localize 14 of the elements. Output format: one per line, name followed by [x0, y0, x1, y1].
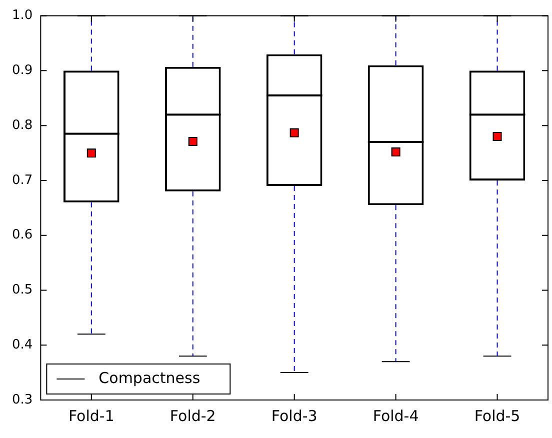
- x-tick-label: Fold-1: [68, 406, 114, 425]
- y-tick-label: 0.6: [12, 228, 33, 243]
- y-tick-label: 0.8: [12, 118, 33, 133]
- y-tick-label: 0.9: [12, 63, 33, 78]
- x-tick-label: Fold-5: [474, 406, 520, 425]
- x-tick-label: Fold-4: [372, 406, 419, 425]
- y-tick-label: 1.0: [12, 8, 33, 24]
- y-tick-label: 0.3: [12, 392, 33, 408]
- x-tick-label: Fold-2: [170, 406, 216, 425]
- x-tick-label: Fold-3: [271, 406, 318, 425]
- y-tick-label: 0.7: [12, 172, 33, 188]
- y-tick-label: 0.5: [12, 282, 33, 298]
- legend-label: Compactness: [98, 368, 200, 387]
- y-tick-label: 0.4: [12, 337, 33, 352]
